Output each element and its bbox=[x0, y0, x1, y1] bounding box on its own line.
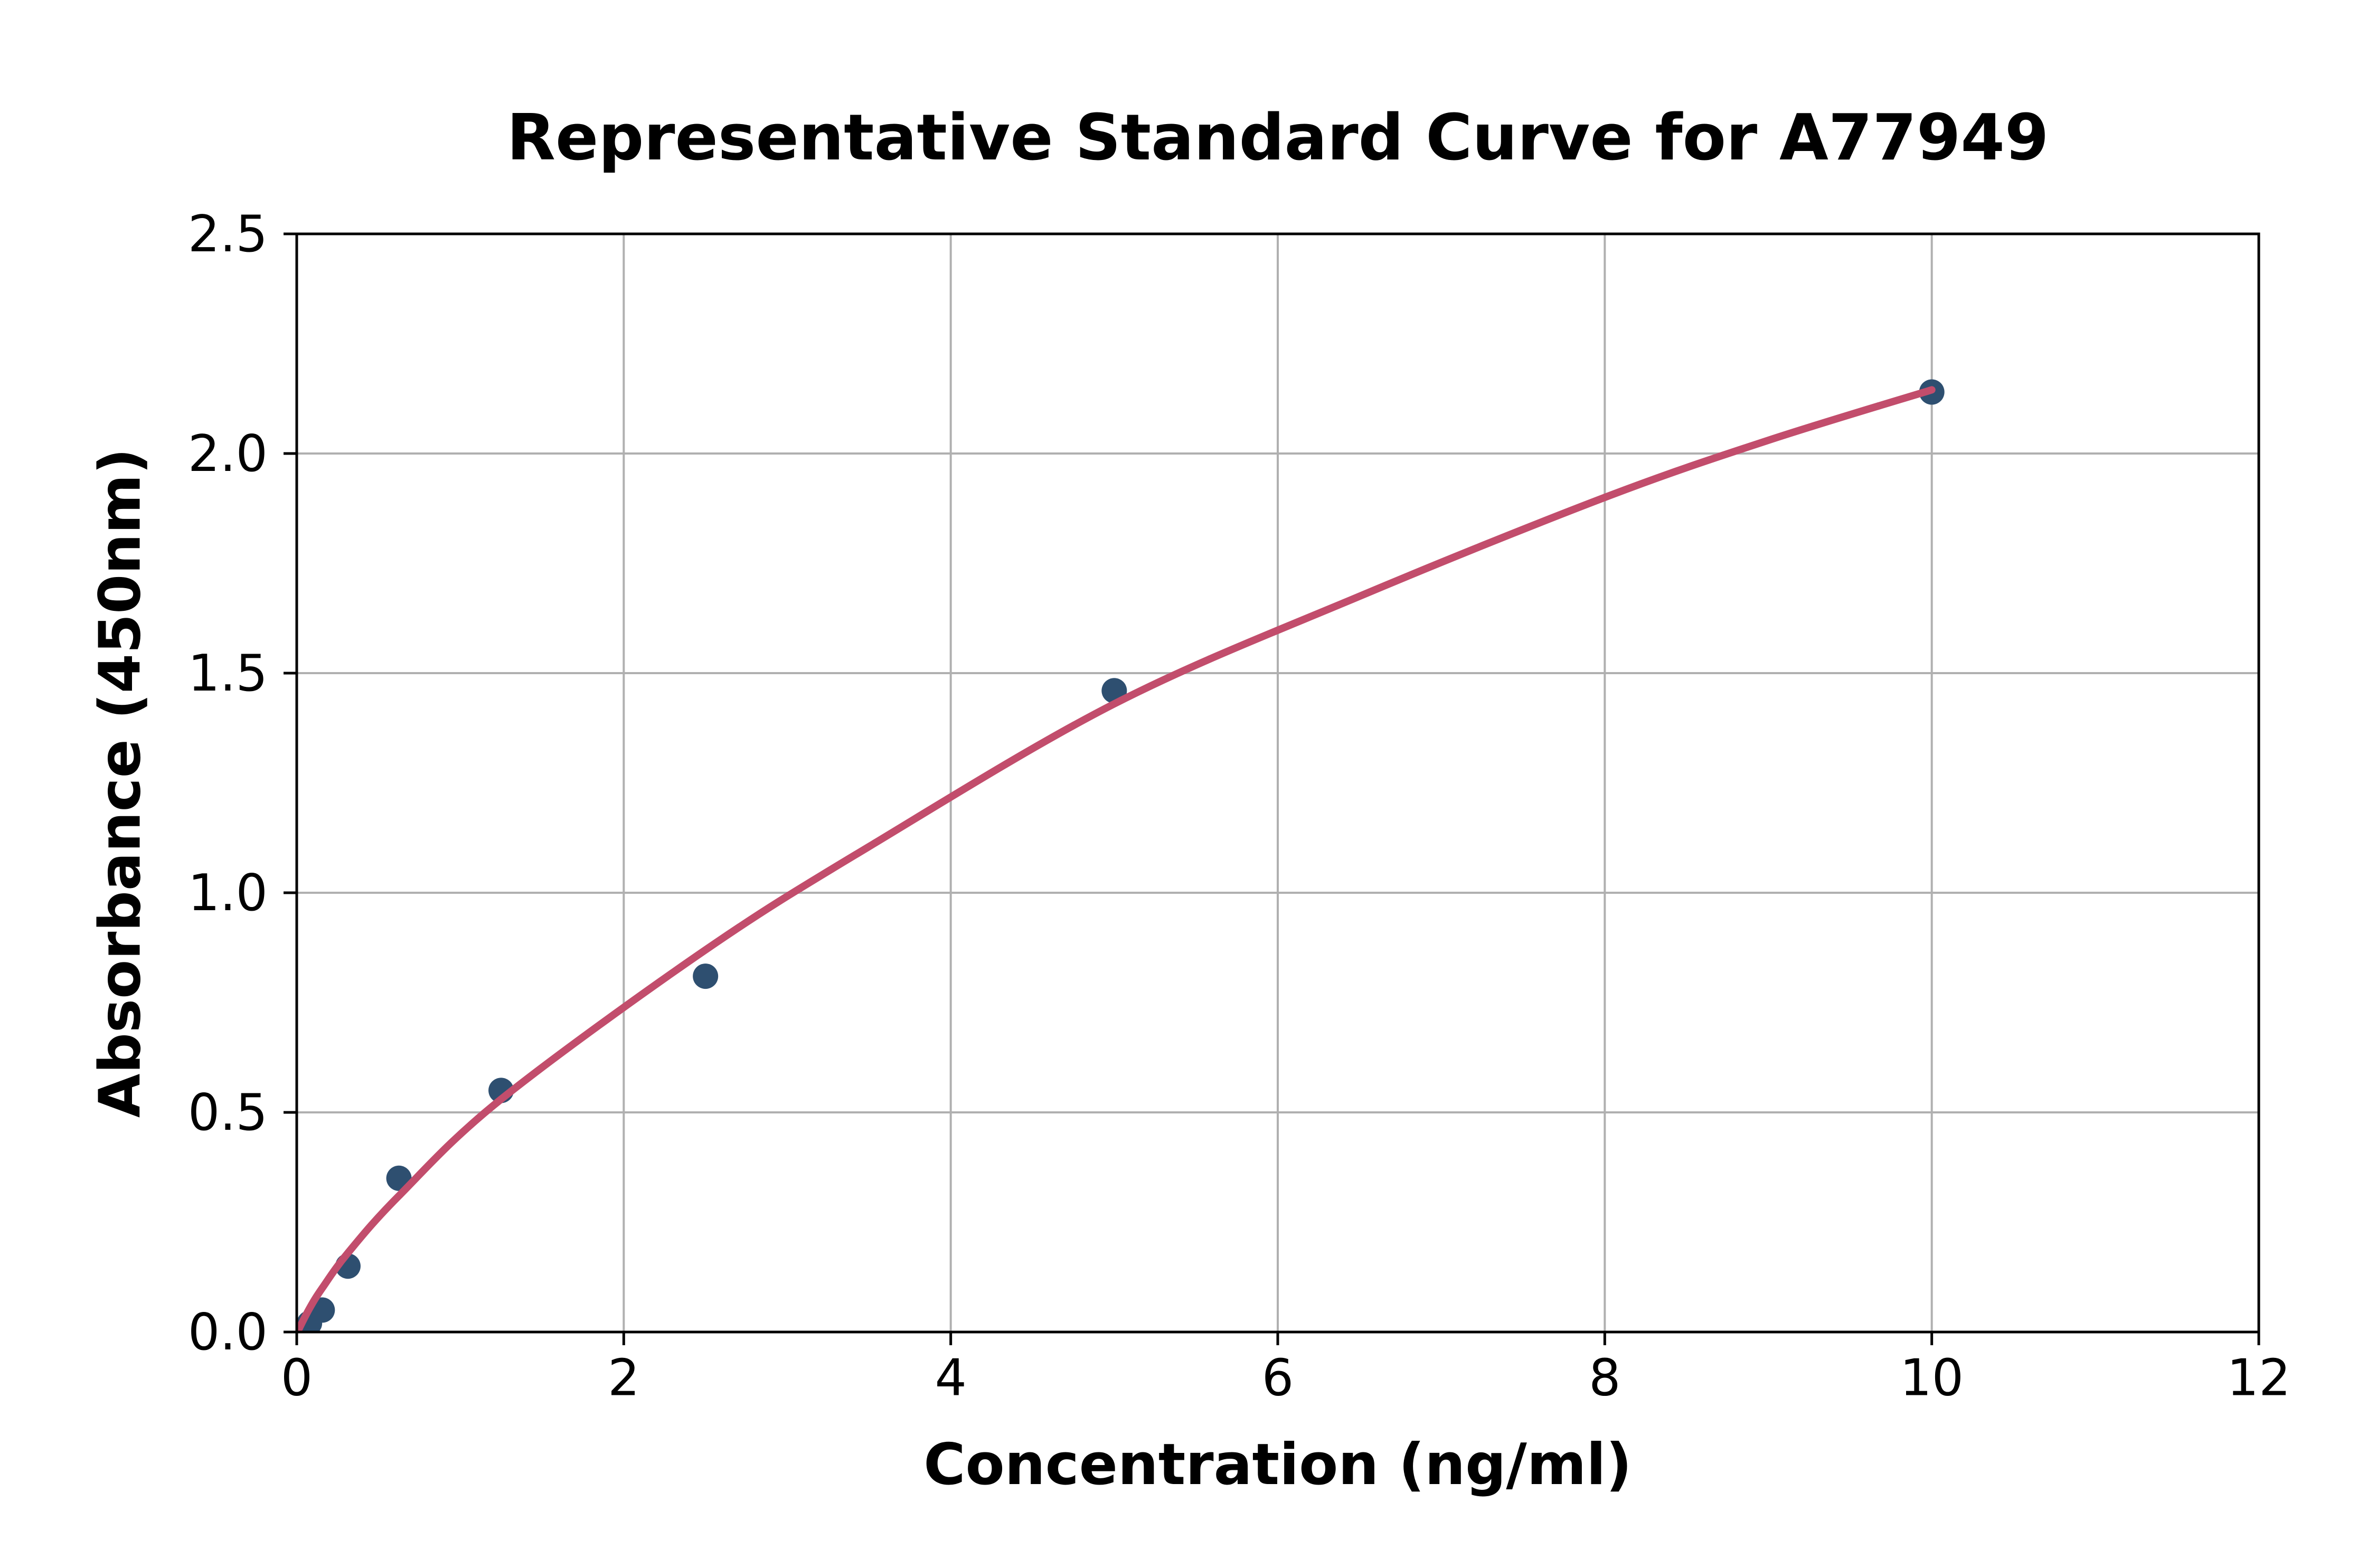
y-axis-label: Absorbance (450nm) bbox=[87, 448, 154, 1118]
x-tick-label: 6 bbox=[1262, 1349, 1294, 1408]
y-tick-label: 1.5 bbox=[188, 645, 268, 703]
y-tick-label: 0.0 bbox=[188, 1303, 268, 1362]
x-axis-label: Concentration (ng/ml) bbox=[923, 1432, 1632, 1498]
fitted-curve bbox=[297, 386, 1936, 1332]
y-tick-label: 0.5 bbox=[188, 1084, 268, 1142]
y-tick-label: 2.0 bbox=[188, 425, 268, 483]
x-tick-label: 8 bbox=[1589, 1349, 1620, 1408]
x-tick-label: 2 bbox=[608, 1349, 639, 1408]
y-tick-label: 2.5 bbox=[188, 205, 268, 263]
x-tick-label: 10 bbox=[1900, 1349, 1964, 1408]
x-tick-label: 12 bbox=[2227, 1349, 2291, 1408]
y-tick-label: 1.0 bbox=[188, 864, 268, 922]
x-tick-label: 4 bbox=[935, 1349, 966, 1408]
chart-title: Representative Standard Curve for A77949 bbox=[506, 101, 2049, 175]
data-point bbox=[693, 964, 719, 989]
x-tick-label: 0 bbox=[281, 1349, 313, 1408]
